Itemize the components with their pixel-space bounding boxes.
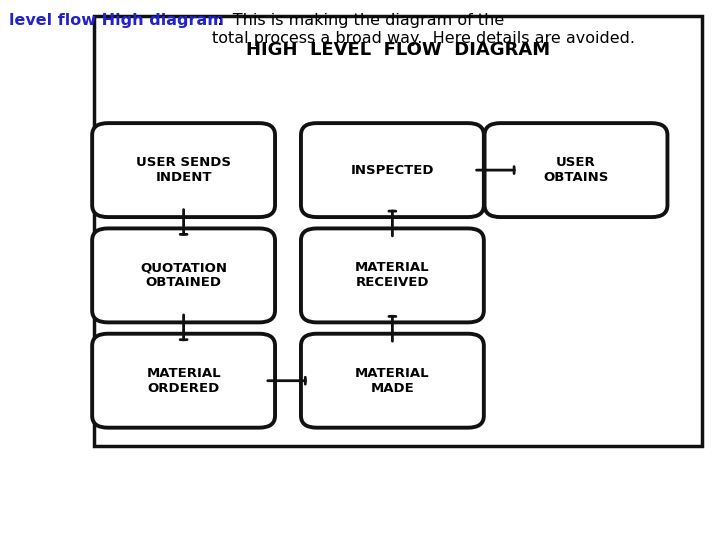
Text: INSPECTED: INSPECTED	[351, 164, 434, 177]
Text: MATERIAL
MADE: MATERIAL MADE	[355, 367, 430, 395]
Text: MATERIAL
RECEIVED: MATERIAL RECEIVED	[355, 261, 430, 289]
Text: QUOTATION
OBTAINED: QUOTATION OBTAINED	[140, 261, 227, 289]
Text: USER SENDS
INDENT: USER SENDS INDENT	[136, 156, 231, 184]
Text: level flow High diagram: level flow High diagram	[9, 14, 223, 29]
Text: MATERIAL
ORDERED: MATERIAL ORDERED	[146, 367, 221, 395]
FancyBboxPatch shape	[92, 228, 275, 322]
FancyBboxPatch shape	[92, 334, 275, 428]
FancyBboxPatch shape	[301, 334, 484, 428]
FancyBboxPatch shape	[485, 123, 667, 217]
Text: HIGH  LEVEL  FLOW  DIAGRAM: HIGH LEVEL FLOW DIAGRAM	[246, 40, 550, 59]
FancyBboxPatch shape	[94, 16, 702, 445]
FancyBboxPatch shape	[301, 228, 484, 322]
Text: :  This is making the diagram of the
total process a broad way.  Here details ar: : This is making the diagram of the tota…	[212, 14, 635, 46]
FancyBboxPatch shape	[301, 123, 484, 217]
FancyBboxPatch shape	[92, 123, 275, 217]
Text: USER
OBTAINS: USER OBTAINS	[544, 156, 608, 184]
